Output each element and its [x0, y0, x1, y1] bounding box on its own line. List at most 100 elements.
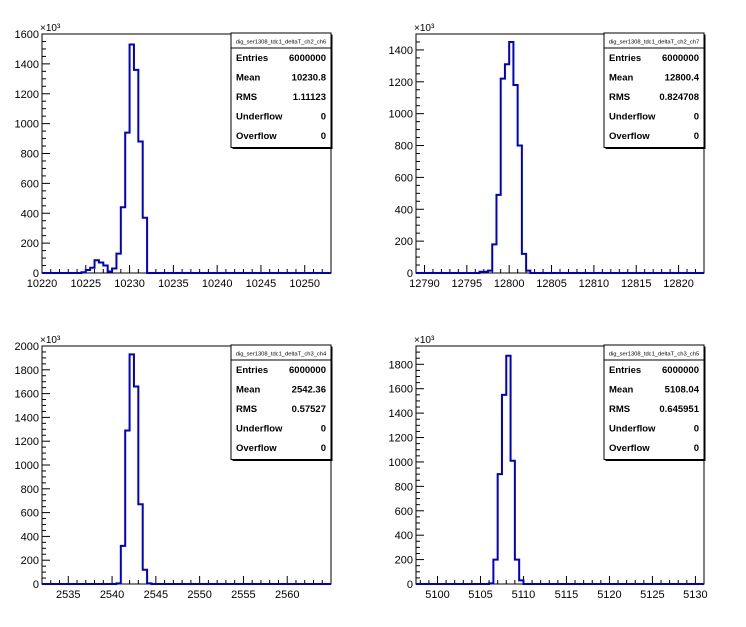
- histogram-panel-2: 0 200 400 600 800 1000 1200 1400 12790 12795 12800…: [389, 23, 706, 290]
- y-tick-label: 400: [395, 530, 413, 542]
- y-tick-label: 1200: [389, 77, 413, 89]
- y-tick-label: 0: [33, 268, 39, 280]
- y-tick-label: 1000: [389, 109, 413, 121]
- y-tick-label: 600: [21, 508, 39, 520]
- stats-box-frame: [603, 344, 705, 460]
- y-tick-label: 1200: [15, 436, 39, 448]
- x-tick-label: 5120: [597, 589, 621, 601]
- x-tick-label: 5105: [468, 589, 492, 601]
- x-tick-label: 5110: [512, 589, 536, 601]
- stats-row-label: Entries: [609, 53, 641, 64]
- y-tick-label: 1400: [15, 59, 39, 71]
- y-exponent-label: ×10³: [40, 335, 61, 346]
- x-tick-label: 10235: [158, 278, 189, 290]
- stats-row-label: RMS: [609, 404, 630, 415]
- x-tick-label: 2555: [231, 589, 255, 601]
- stats-box-title: dig_ser1308_tdc1_deltaT_ch3_ch4: [236, 352, 327, 358]
- x-tick-label: 2535: [56, 589, 80, 601]
- stats-row-value: 12800.4: [665, 73, 700, 84]
- y-tick-label: 2000: [15, 341, 39, 353]
- y-tick-label: 600: [395, 172, 413, 184]
- stats-row-value: 2542.36: [292, 385, 326, 396]
- stats-box: dig_ser1308_tdc1_deltaT_ch2_ch7 Entries 60…: [603, 32, 706, 149]
- stats-row-label: RMS: [236, 404, 257, 415]
- histogram-series-line: [42, 43, 331, 274]
- stats-row-label: Mean: [236, 385, 260, 396]
- stats-row-label: Overflow: [236, 131, 277, 142]
- y-tick-label: 0: [407, 579, 413, 591]
- y-exponent-label: ×10³: [414, 335, 435, 346]
- x-tick-label: 2560: [275, 589, 299, 601]
- stats-row-label: Entries: [609, 365, 641, 376]
- stats-row-value: 0: [321, 424, 326, 435]
- x-tick-label: 10220: [27, 278, 58, 290]
- y-tick-label: 800: [395, 141, 413, 153]
- stats-row-value: 0: [321, 112, 326, 123]
- histogram-series-line: [416, 40, 704, 274]
- y-tick-label: 1800: [15, 365, 39, 377]
- y-tick-label: 1200: [389, 433, 413, 445]
- y-tick-label: 1600: [389, 384, 413, 396]
- stats-row-value: 0: [321, 443, 326, 454]
- histogram-panel-1: 0 200 400 600 800 1000 1200 1400 1600 10220 10225 1…: [15, 23, 333, 290]
- stats-box-title: dig_ser1308_tdc1_deltaT_ch2_ch6: [236, 40, 327, 46]
- y-tick-label: 400: [395, 204, 413, 216]
- x-tick-label: 5130: [683, 589, 707, 601]
- stats-box: dig_ser1308_tdc1_deltaT_ch3_ch4 Entries 60…: [230, 344, 333, 461]
- x-tick-label: 12790: [409, 278, 440, 290]
- stats-row-value: 6000000: [289, 365, 326, 376]
- y-tick-label: 1200: [15, 89, 39, 101]
- y-tick-label: 1400: [15, 412, 39, 424]
- stats-box-title: dig_ser1308_tdc1_deltaT_ch2_ch7: [609, 40, 700, 46]
- stats-row-label: Underflow: [609, 424, 656, 435]
- stats-row-value: 0.57527: [292, 404, 326, 415]
- x-tick-label: 10245: [246, 278, 277, 290]
- stats-row-label: Overflow: [236, 443, 277, 454]
- stats-row-value: 1.11123: [293, 92, 326, 103]
- y-tick-label: 1400: [389, 408, 413, 420]
- y-tick-label: 200: [21, 238, 39, 250]
- stats-row-value: 0: [694, 424, 699, 435]
- x-tick-label: 10225: [70, 278, 101, 290]
- y-tick-label: 1400: [389, 45, 413, 57]
- stats-row-value: 6000000: [662, 365, 699, 376]
- x-tick-label: 12805: [536, 278, 567, 290]
- y-tick-label: 1000: [389, 457, 413, 469]
- stats-box-frame: [230, 32, 332, 148]
- y-tick-label: 1800: [389, 359, 413, 371]
- stats-box: dig_ser1308_tdc1_deltaT_ch2_ch6 Entries 60…: [230, 32, 333, 149]
- x-tick-label: 12815: [621, 278, 652, 290]
- stats-row-label: Underflow: [609, 112, 656, 123]
- stats-row-label: RMS: [609, 92, 630, 103]
- stats-row-label: Mean: [609, 385, 633, 396]
- stats-row-value: 5108.04: [665, 385, 700, 396]
- histogram-series-line: [416, 354, 704, 585]
- stats-row-value: 0.645951: [659, 404, 699, 415]
- y-tick-label: 200: [21, 555, 39, 567]
- x-tick-label: 12795: [452, 278, 483, 290]
- histogram-panel-4: 0 200 400 600 800 1000 1200 1400 1600 1800 5100 510…: [389, 335, 708, 601]
- stats-row-value: 0: [694, 131, 699, 142]
- stats-row-value: 6000000: [289, 53, 326, 64]
- y-tick-label: 800: [395, 481, 413, 493]
- stats-row-label: Mean: [236, 73, 260, 84]
- x-tick-label: 12810: [579, 278, 610, 290]
- y-tick-label: 0: [33, 579, 39, 591]
- histogram-series-line: [42, 353, 331, 585]
- x-tick-label: 5115: [555, 589, 579, 601]
- x-tick-label: 5125: [640, 589, 664, 601]
- stats-box: dig_ser1308_tdc1_deltaT_ch3_ch5 Entries 60…: [603, 344, 706, 461]
- y-tick-label: 800: [21, 149, 39, 161]
- x-tick-label: 10240: [202, 278, 233, 290]
- y-tick-label: 1000: [15, 119, 39, 131]
- stats-row-label: Overflow: [609, 131, 650, 142]
- stats-row-value: 0: [694, 112, 699, 123]
- x-tick-label: 2540: [100, 589, 124, 601]
- y-exponent-label: ×10³: [414, 23, 435, 34]
- stats-box-title: dig_ser1308_tdc1_deltaT_ch3_ch5: [609, 352, 700, 358]
- y-tick-label: 0: [407, 268, 413, 280]
- stats-row-value: 0.824708: [659, 92, 699, 103]
- stats-row-label: Mean: [609, 73, 633, 84]
- stats-row-value: 0: [694, 443, 699, 454]
